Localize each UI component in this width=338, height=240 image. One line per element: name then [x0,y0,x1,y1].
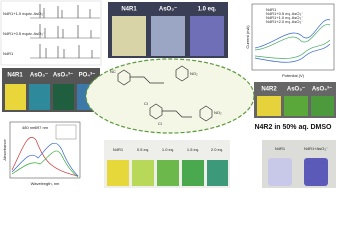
atom-label: NO₂ [214,110,222,115]
photo-n4r2: N4R2 AsO₃⁻ AsO₄³⁻ N4R2 in 50% aq. DMSO [254,82,336,131]
vial-label: N4R1+AsO₃⁻ [304,146,328,151]
nmr-label: N4R1+1.0 equiv. AsO₃⁻ [3,11,45,16]
structure: NC NO₂ Cl Cl NO₂ [85,58,255,134]
vial-label: N4R2 [261,87,277,93]
nmr-label: N4R1+0.5 equiv. AsO₃⁻ [3,31,45,36]
vial-label: AsO₄³⁻ [53,72,73,79]
vial-label: N4R1 [113,147,124,152]
graphical-abstract: N4R1+1.0 equiv. AsO₃⁻ N4R1+0.5 equiv. As… [0,0,336,188]
atom-label: Cl [158,121,162,126]
spectrum-plot: 480 nm 597 nm Wavelength, nm Absorbance [2,121,81,186]
vial-label: AsO₃⁻ [287,87,305,93]
legend-entry: N4R1+1.0 eq. AsO₃⁻ [266,15,303,20]
vial-label: PO₄³⁻ [79,72,96,79]
axis-label: Absorbance [2,139,7,161]
atom-label: Cl [144,101,148,106]
legend-entry: N4R1+0.5 eq. AsO₃⁻ [266,11,303,16]
page: N4R1+1.0 equiv. AsO₃⁻ N4R1+0.5 equiv. As… [0,0,338,189]
peak-label: 480 nm [22,125,36,130]
cv-plot: N4R1 N4R1+0.5 eq. AsO₃⁻ N4R1+1.0 eq. AsO… [245,3,335,78]
vial-label: 2.0 eq. [211,147,223,152]
vial-label: AsO₄³⁻ [312,86,332,93]
vial-label: N4R1 [121,7,137,13]
nmr-label: N4R1 [3,51,14,56]
axis-label: Potential (V) [282,73,305,78]
legend-entry: N4R1+2.0 eq. AsO₃⁻ [266,19,303,24]
photo-top: N4R1 AsO₃⁻ 1.0 eq. [108,2,228,58]
vial-label: AsO₃⁻ [159,7,177,13]
vial-label: 1.0 eq. [162,147,174,152]
photo-titration: N4R1 0.5 eq. 1.0 eq. 1.5 eq. 2.0 eq. [104,140,230,188]
vial-label: N4R1 [275,146,286,151]
peak-label: 597 nm [35,125,49,130]
atom-label: NO₂ [190,71,198,76]
nmr-panel: N4R1+1.0 equiv. AsO₃⁻ N4R1+0.5 equiv. As… [0,0,102,66]
axis-label: Current (mA) [245,25,250,49]
vial-label: AsO₃⁻ [30,73,48,79]
vial-label: N4R1 [7,73,23,79]
atom-label: NC [110,69,116,74]
vial-label: 1.0 eq. [198,7,217,13]
axis-label: Wavelength, nm [31,181,60,186]
legend-entry: N4R1 [266,7,277,12]
photo-n4r1: N4R1 AsO₃⁻ AsO₄³⁻ PO₄³⁻ [2,68,100,112]
vial-label: 0.5 eq. [137,147,149,152]
caption: N4R2 in 50% aq. DMSO [254,124,332,131]
photo-solid: N4R1 N4R1+AsO₃⁻ [262,140,336,188]
vial-label: 1.5 eq. [187,147,199,152]
